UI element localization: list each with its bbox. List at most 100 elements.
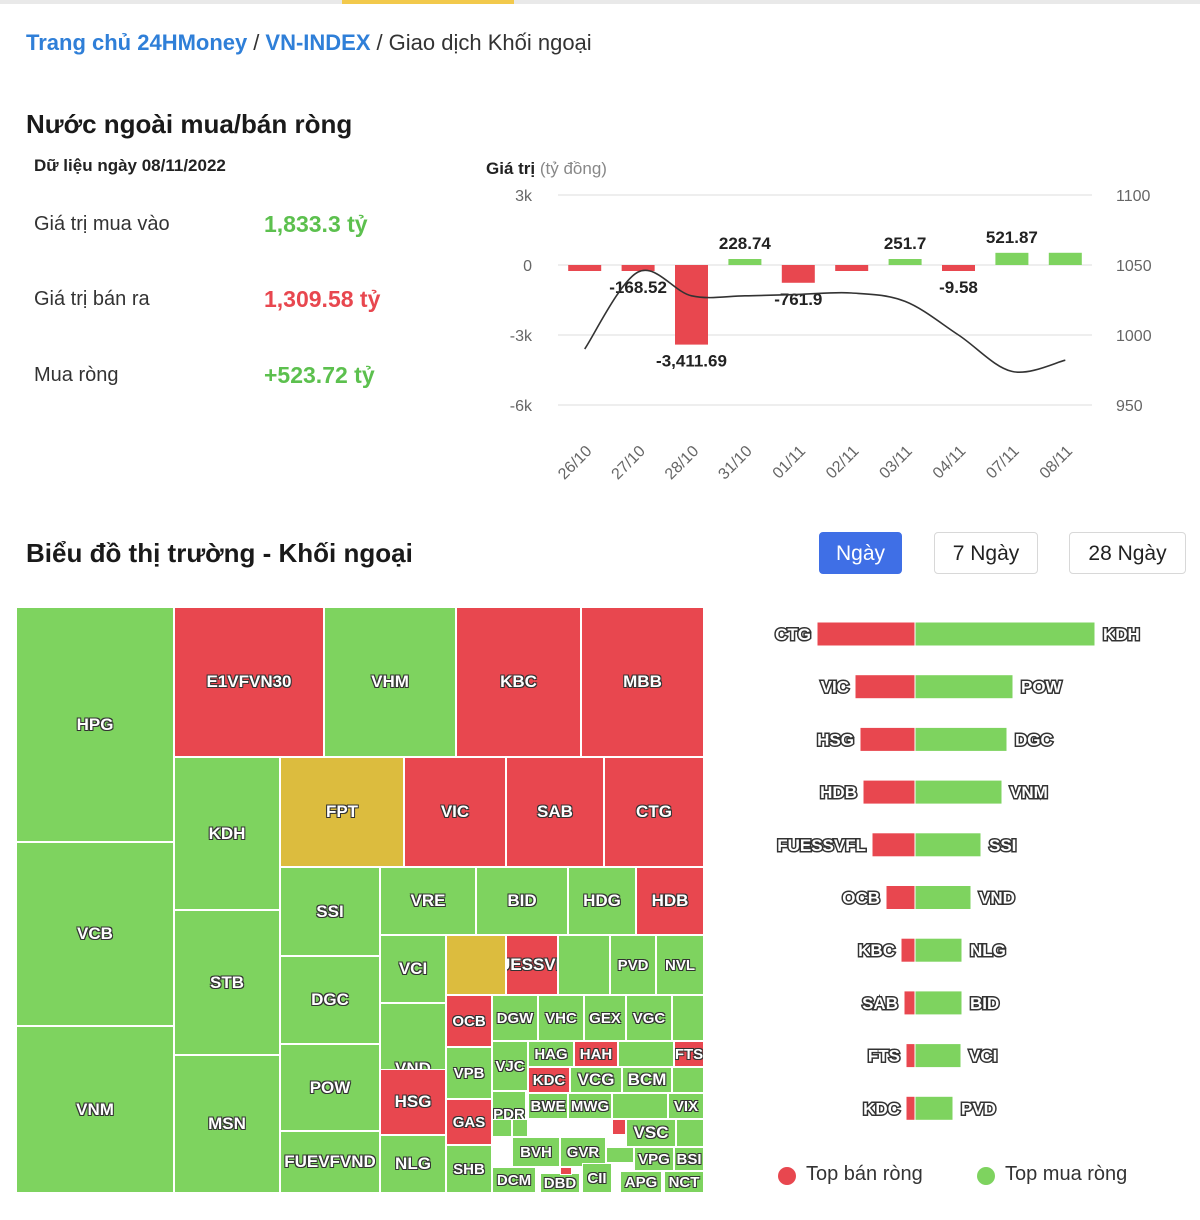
treemap-cell-fuessvfl[interactable]: FUESSVFL xyxy=(506,935,558,995)
treemap-cell-bsi[interactable]: BSI xyxy=(674,1147,704,1171)
breadcrumb-home-link[interactable]: Trang chủ 24HMoney xyxy=(26,30,248,55)
sell-bar-VIC xyxy=(854,674,916,700)
treemap-cell[interactable] xyxy=(560,1167,572,1175)
bar-27/10 xyxy=(621,265,655,271)
treemap-cell[interactable] xyxy=(446,935,506,995)
treemap-cell-vpg[interactable]: VPG xyxy=(634,1147,674,1171)
bar-value-label: 521.87 xyxy=(986,228,1038,247)
treemap-cell[interactable] xyxy=(672,995,704,1041)
treemap-cell-fuevfvnd[interactable]: FUEVFVND xyxy=(280,1131,380,1193)
treemap-cell-vjc[interactable]: VJC xyxy=(492,1041,528,1091)
treemap-cell-hag[interactable]: HAG xyxy=(528,1041,574,1067)
treemap-cell-mwg[interactable]: MWG xyxy=(568,1093,612,1119)
treemap-cell[interactable] xyxy=(672,1067,704,1093)
chart-title: Giá trị (tỷ đồng) xyxy=(486,159,607,178)
treemap-cell-fpt[interactable]: FPT xyxy=(280,757,404,867)
sell-bar-HSG xyxy=(859,726,916,752)
sell-name-label: HSG xyxy=(817,730,854,749)
treemap-cell-bvh[interactable]: BVH xyxy=(512,1137,560,1167)
treemap-cell-bid[interactable]: BID xyxy=(476,867,568,935)
treemap-cell-nct[interactable]: NCT xyxy=(664,1171,704,1193)
treemap-cell-apg[interactable]: APG xyxy=(620,1171,662,1193)
treemap-cell[interactable] xyxy=(558,935,610,995)
treemap-cell-vci[interactable]: VCI xyxy=(380,935,446,1003)
treemap-cell-gex[interactable]: GEX xyxy=(584,995,626,1041)
chart-title-unit: (tỷ đồng) xyxy=(540,159,607,178)
sell-name-label: OCB xyxy=(842,889,880,908)
treemap-cell[interactable] xyxy=(612,1119,626,1135)
treemap-cell-vic[interactable]: VIC xyxy=(404,757,506,867)
treemap-cell-hdb[interactable]: HDB xyxy=(636,867,704,935)
sell-name-label: KDC xyxy=(863,1099,900,1118)
treemap-cell-kdc[interactable]: KDC xyxy=(528,1067,570,1093)
treemap-cell-sab[interactable]: SAB xyxy=(506,757,604,867)
treemap-cell-gas[interactable]: GAS xyxy=(446,1099,492,1145)
legend-sell-label: Top bán ròng xyxy=(806,1163,923,1185)
treemap-cell-vix[interactable]: VIX xyxy=(668,1093,704,1119)
treemap-cell-vhc[interactable]: VHC xyxy=(538,995,584,1041)
treemap-cell-ctg[interactable]: CTG xyxy=(604,757,704,867)
tab-28-days[interactable]: 28 Ngày xyxy=(1069,532,1186,574)
buy-name-label: VNM xyxy=(1010,783,1048,802)
foreign-treemap: HPG VCB VNM E1VFVN30 VHM KBC MBB KDH STB MSN FPT VI… xyxy=(16,607,704,1193)
treemap-cell-dbd[interactable]: DBD xyxy=(540,1173,580,1193)
treemap-cell[interactable] xyxy=(612,1093,668,1119)
treemap-cell-bcm[interactable]: BCM xyxy=(622,1067,672,1093)
treemap-cell-kdh[interactable]: KDH xyxy=(174,757,280,910)
treemap-cell-vpb[interactable]: VPB xyxy=(446,1047,492,1099)
treemap-cell-pvd[interactable]: PVD xyxy=(610,935,656,995)
treemap-cell-shb[interactable]: SHB xyxy=(446,1145,492,1193)
treemap-cell[interactable] xyxy=(512,1119,528,1137)
tab-7-days[interactable]: 7 Ngày xyxy=(934,532,1038,574)
treemap-cell-vgc[interactable]: VGC xyxy=(626,995,672,1041)
treemap-cell-nvl[interactable]: NVL xyxy=(656,935,704,995)
treemap-cell-e1vfvn30[interactable]: E1VFVN30 xyxy=(174,607,324,757)
buy-bar-PVD xyxy=(914,1095,954,1121)
treemap-cell-ocb[interactable]: OCB xyxy=(446,995,492,1047)
treemap-cell[interactable] xyxy=(618,1041,674,1067)
y2-tick-label: 1100 xyxy=(1116,188,1151,205)
sell-name-label: VIC xyxy=(821,678,849,697)
treemap-cell-vsc[interactable]: VSC xyxy=(626,1119,676,1147)
treemap-cell-stb[interactable]: STB xyxy=(174,910,280,1055)
treemap-cell-nlg[interactable]: NLG xyxy=(380,1135,446,1193)
treemap-cell-pow[interactable]: POW xyxy=(280,1044,380,1131)
buy-value-label: Giá trị mua vào xyxy=(34,213,170,235)
treemap-cell-hah[interactable]: HAH xyxy=(574,1041,618,1067)
treemap-cell-vre[interactable]: VRE xyxy=(380,867,476,935)
active-top-tab-indicator[interactable] xyxy=(342,0,514,4)
treemap-cell[interactable] xyxy=(606,1147,634,1163)
x-tick-label: 28/10 xyxy=(662,443,702,480)
treemap-cell-dcm[interactable]: DCM xyxy=(492,1167,536,1193)
y-tick-label: -6k xyxy=(510,398,533,415)
treemap-cell-dgw[interactable]: DGW xyxy=(492,995,538,1041)
treemap-cell[interactable] xyxy=(676,1119,704,1147)
treemap-cell-vhm[interactable]: VHM xyxy=(324,607,456,757)
bar-01/11 xyxy=(781,265,815,283)
breadcrumb-index-link[interactable]: VN-INDEX xyxy=(265,30,371,55)
tab-day[interactable]: Ngày xyxy=(819,532,902,574)
treemap-cell[interactable] xyxy=(492,1119,512,1137)
treemap-cell-hsg[interactable]: HSG xyxy=(380,1069,446,1135)
treemap-cell-hpg[interactable]: HPG xyxy=(16,607,174,842)
treemap-cell-msn[interactable]: MSN xyxy=(174,1055,280,1193)
treemap-cell-kbc[interactable]: KBC xyxy=(456,607,581,757)
buy-bar-VNM xyxy=(914,779,1003,805)
sell-bar-CTG xyxy=(816,621,916,647)
treemap-cell-vnm[interactable]: VNM xyxy=(16,1026,174,1193)
net-flow-chart: Giá trị (tỷ đồng) 3k 0 -3k -6k 1100 1050 1000 95… xyxy=(486,159,1152,480)
treemap-cell-mbb[interactable]: MBB xyxy=(581,607,704,757)
x-tick-label: 02/11 xyxy=(823,443,863,480)
treemap-cell-cii[interactable]: CII xyxy=(582,1163,612,1193)
treemap-cell-dgc[interactable]: DGC xyxy=(280,956,380,1044)
treemap-cell-bwe[interactable]: BWE xyxy=(528,1093,568,1119)
treemap-cell-vcg[interactable]: VCG xyxy=(570,1067,622,1093)
treemap-cell-fts[interactable]: FTS xyxy=(674,1041,704,1067)
treemap-cell-hdg[interactable]: HDG xyxy=(568,867,636,935)
section-title-net-flow: Nước ngoài mua/bán ròng xyxy=(26,109,353,139)
buy-bar-BID xyxy=(914,990,963,1016)
treemap-cell-vcb[interactable]: VCB xyxy=(16,842,174,1026)
treemap-cell-ssi[interactable]: SSI xyxy=(280,867,380,956)
chart-title-main: Giá trị xyxy=(486,159,540,178)
buy-name-label: BID xyxy=(970,994,999,1013)
